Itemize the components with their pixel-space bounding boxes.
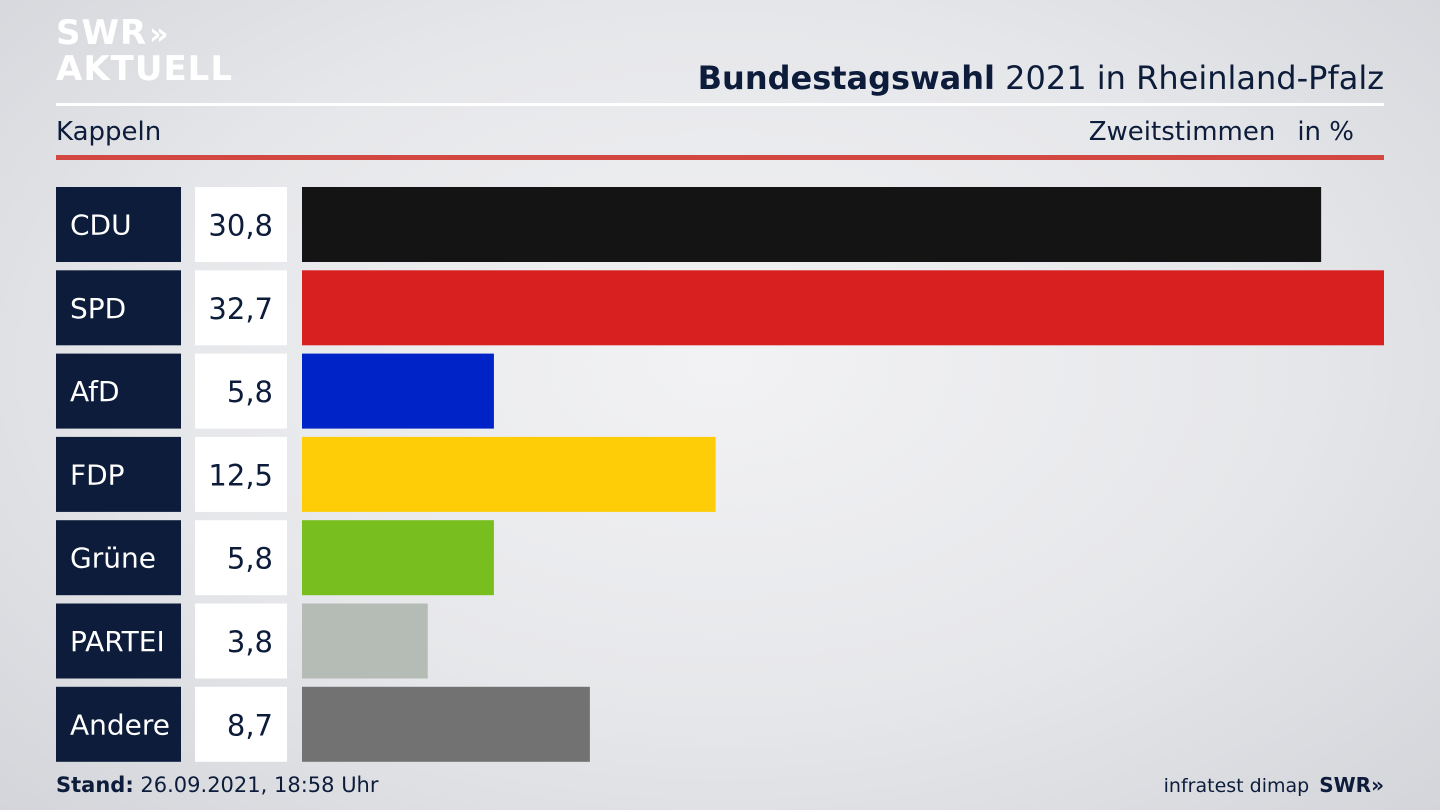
swr-brand-logo: SWR» — [1319, 773, 1384, 797]
value-box-gr-ne — [195, 520, 287, 596]
party-label-afd: AfD — [70, 375, 120, 408]
value-box-partei — [195, 603, 287, 679]
party-label-box-spd — [56, 270, 181, 346]
swr-aktuell-logo: SWR» AKTUELL — [56, 16, 233, 86]
chart-title-rest: 2021 in Rheinland-Pfalz — [1005, 59, 1384, 97]
party-label-box-partei — [56, 603, 181, 679]
source-text: infratest dimap — [1163, 775, 1310, 797]
value-box-spd — [195, 270, 287, 346]
value-box-cdu — [195, 187, 287, 262]
party-label-cdu: CDU — [70, 209, 132, 242]
party-label-box-andere — [56, 686, 181, 762]
chart-title-bold: Bundestagswahl — [697, 59, 995, 97]
party-label-box-cdu — [56, 187, 181, 262]
measure-label: Zweitstimmen in % — [1089, 114, 1354, 150]
timestamp: Stand: 26.09.2021, 18:58 Uhr — [56, 770, 379, 800]
value-label-fdp: 12,5 — [208, 458, 273, 492]
value-label-afd: 5,8 — [227, 375, 273, 409]
party-label-box-fdp — [56, 436, 181, 512]
party-label-spd: SPD — [70, 292, 126, 325]
region-label: Kappeln — [56, 117, 162, 147]
bar-partei — [302, 603, 428, 679]
timestamp-label: Stand: — [56, 773, 134, 797]
value-label-spd: 32,7 — [208, 292, 273, 326]
bar-spd — [302, 270, 1384, 346]
party-label-partei: PARTEI — [70, 625, 165, 658]
chart-title: Bundestagswahl 2021 in Rheinland-Pfalz — [698, 58, 1384, 98]
value-label-cdu: 30,8 — [208, 209, 273, 243]
bar-gr-ne — [302, 520, 494, 596]
bar-andere — [302, 686, 590, 762]
logo-swr-text: SWR — [56, 13, 148, 53]
party-label-box-gr-ne — [56, 520, 181, 596]
timestamp-value: 26.09.2021, 18:58 Uhr — [140, 773, 379, 797]
logo-aktuell-text: AKTUELL — [56, 49, 234, 89]
bar-fdp — [302, 436, 716, 512]
value-box-fdp — [195, 436, 287, 512]
value-box-afd — [195, 353, 287, 429]
party-label-andere: Andere — [70, 708, 170, 741]
value-label-andere: 8,7 — [227, 708, 273, 742]
party-label-fdp: FDP — [70, 458, 125, 491]
header-divider — [56, 103, 1384, 106]
value-box-andere — [195, 686, 287, 762]
value-label-gr-ne: 5,8 — [227, 542, 273, 576]
unit-text: in % — [1297, 117, 1354, 147]
source-credit: infratest dimap SWR» — [1164, 770, 1384, 801]
accent-divider — [56, 155, 1384, 160]
bar-cdu — [302, 187, 1322, 262]
party-label-box-afd — [56, 353, 181, 429]
measure-text: Zweitstimmen — [1088, 117, 1276, 147]
bar-afd — [302, 353, 494, 429]
party-label-gr-ne: Grüne — [70, 542, 156, 575]
value-label-partei: 3,8 — [227, 625, 273, 659]
